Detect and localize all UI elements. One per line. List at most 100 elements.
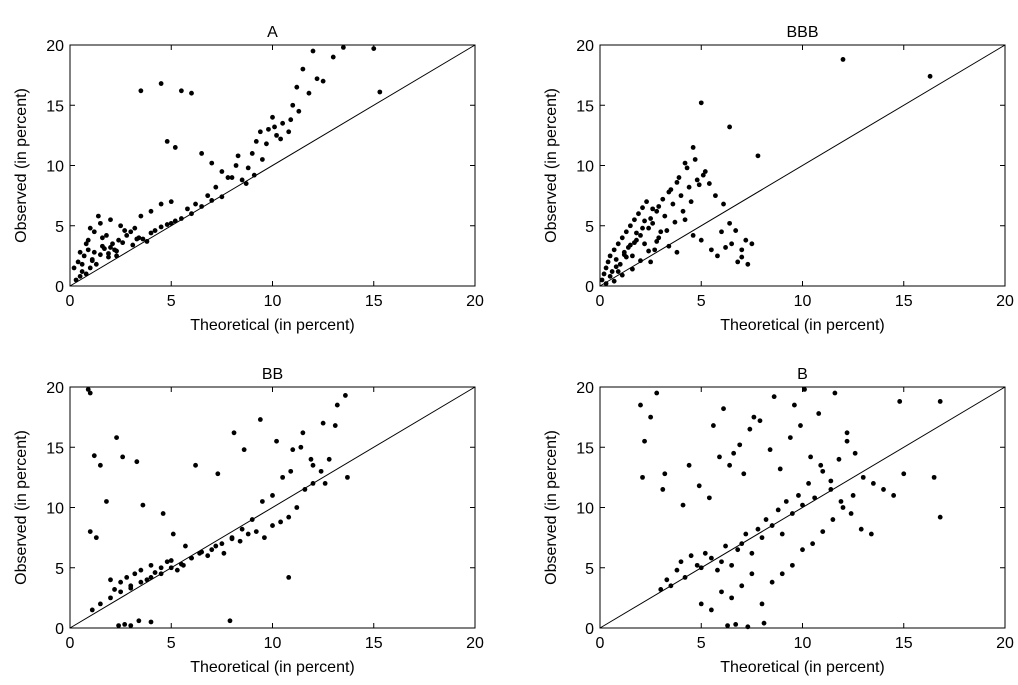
data-point [178,88,184,94]
data-point [118,579,124,585]
data-point [741,471,747,477]
x-tick-label: 15 [365,635,383,652]
data-point [112,587,117,592]
data-point [607,253,613,259]
data-point [708,555,714,561]
data-point [619,272,625,278]
data-point [286,574,292,580]
data-point [648,414,654,420]
data-point [727,124,732,130]
data-point [696,483,702,489]
data-point [769,523,775,528]
data-point [205,553,211,559]
data-point [844,438,850,444]
data-point [241,447,247,453]
data-point [259,157,265,162]
subplot-title: B [797,366,808,383]
data-point [757,418,763,424]
data-point [322,481,328,486]
data-point [231,430,237,436]
data-point [808,454,813,460]
data-point [636,211,641,217]
data-point [235,153,241,159]
data-point [77,249,83,255]
data-point [642,241,647,247]
data-point [95,213,101,219]
data-point [257,129,263,135]
data-point [654,390,660,396]
data-point [603,281,609,286]
data-point [278,519,283,525]
data-point [300,430,306,436]
data-point [330,54,336,60]
data-point [172,145,178,150]
data-point [745,261,751,267]
data-point [660,487,666,492]
data-point [674,567,680,573]
data-point [840,57,846,62]
data-point [623,229,629,235]
data-point [692,157,698,162]
data-point [225,175,231,180]
data-point [721,201,726,207]
data-point [787,435,793,441]
data-point [124,574,130,580]
data-point [239,177,245,183]
data-point [83,241,89,247]
data-point [97,462,103,468]
data-point [642,218,647,224]
data-point [763,517,769,522]
data-point [789,511,795,516]
y-tick-label: 0 [585,279,594,296]
data-point [682,160,688,166]
data-point [789,562,795,568]
data-point [838,499,844,504]
data-point [816,411,822,416]
data-point [694,177,700,183]
data-point [178,216,184,221]
data-point [607,273,613,279]
data-point [314,76,320,82]
subplot-title: BBB [786,24,818,41]
data-point [91,249,97,255]
data-point [640,474,645,480]
data-point [818,462,824,468]
data-point [698,601,704,607]
data-point [294,84,300,90]
data-point [662,213,668,219]
data-point [927,73,933,79]
data-point [148,230,154,236]
x-tick-label: 15 [365,293,383,310]
data-point [300,66,306,72]
data-point [138,579,144,585]
data-point [613,257,619,262]
data-point [185,206,190,212]
data-point [104,232,109,238]
data-point [729,595,735,601]
data-point [870,481,876,486]
data-point [623,254,629,260]
data-point [85,387,91,392]
data-point [739,247,745,253]
y-tick-label: 0 [55,621,64,638]
subplot-title: BB [262,366,283,383]
data-point [727,462,732,468]
data-point [193,201,198,207]
data-point [274,132,279,138]
data-point [617,261,623,267]
data-point [640,205,645,211]
data-point [664,577,670,583]
data-point [627,223,633,229]
y-tick-label: 0 [55,279,64,296]
data-point [771,394,777,400]
data-point [108,595,113,601]
data-point [253,529,259,534]
data-point [199,151,205,156]
data-point [100,243,105,249]
data-point [160,511,166,516]
data-point [644,199,649,205]
data-point [759,601,765,607]
data-point [660,196,666,202]
data-point [642,438,647,444]
data-point [93,261,99,267]
